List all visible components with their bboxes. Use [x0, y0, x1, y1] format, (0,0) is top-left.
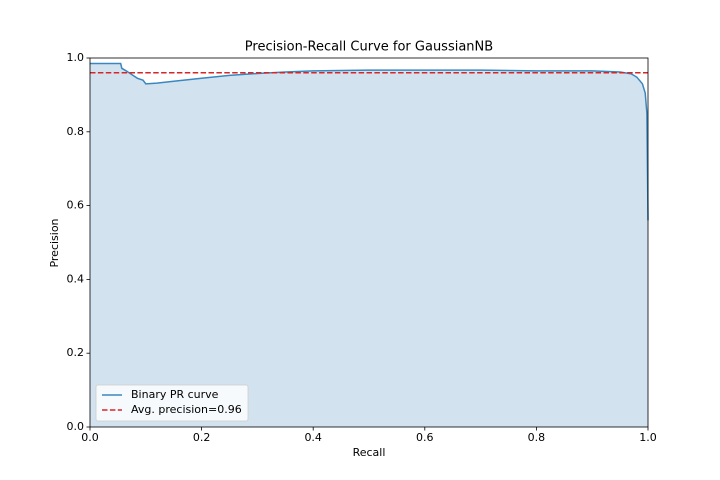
legend-label: Binary PR curve: [131, 388, 219, 401]
y-axis-label: Precision: [48, 218, 61, 267]
x-tick-label: 1.0: [639, 431, 657, 444]
x-tick-label: 0.4: [304, 431, 322, 444]
line: [90, 62, 649, 221]
legend-label: Avg. precision=0.96: [131, 403, 242, 416]
x-axis-label: Recall: [353, 446, 386, 459]
x-tick-label: 0.6: [416, 431, 434, 444]
x-tick-label: 0.8: [528, 431, 546, 444]
x-tick-label: 0.2: [193, 431, 211, 444]
area: [90, 63, 648, 427]
y-tick-label: 0.4: [67, 272, 85, 285]
y-tick-label: 0.8: [67, 125, 85, 138]
chart-title: Precision-Recall Curve for GaussianNB: [245, 40, 493, 55]
y-tick-label: 0.0: [67, 420, 85, 433]
y-tick-label: 0.2: [67, 346, 85, 359]
y-tick-label: 0.6: [67, 199, 85, 212]
legend-box: [95, 384, 249, 422]
plot-frame: [89, 57, 649, 428]
x-tick-label: 0.0: [81, 431, 99, 444]
y-tick-label: 1.0: [67, 51, 85, 64]
